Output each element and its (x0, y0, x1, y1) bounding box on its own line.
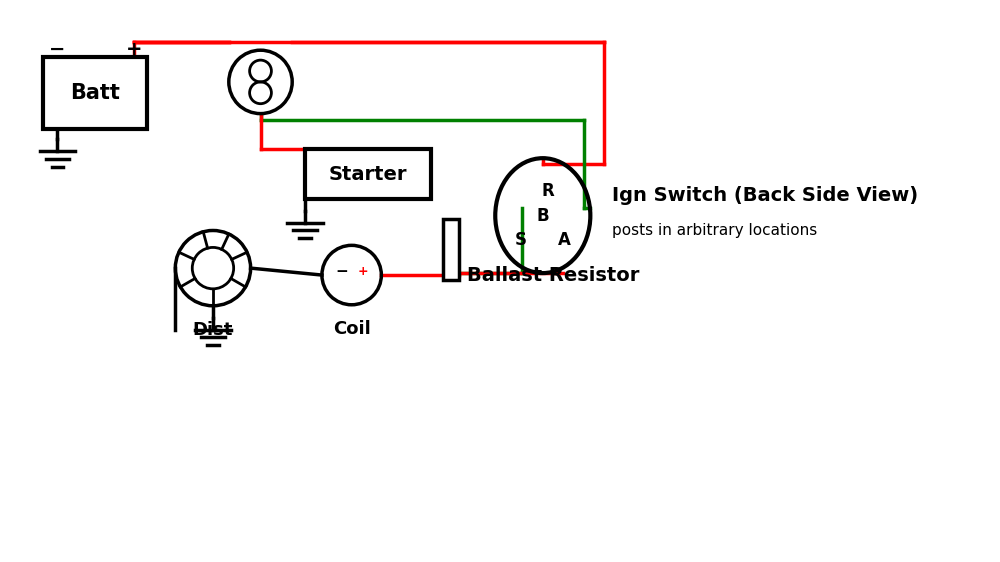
Text: Ign Switch (Back Side View): Ign Switch (Back Side View) (612, 187, 918, 205)
Text: +: + (357, 265, 368, 278)
Text: B: B (536, 207, 549, 225)
Text: Batt: Batt (70, 83, 120, 103)
Text: Starter: Starter (329, 165, 407, 184)
Bar (43, 57, 147, 129)
Text: S: S (515, 232, 527, 250)
Text: −: − (49, 40, 66, 58)
Text: posts in arbitrary locations: posts in arbitrary locations (612, 223, 817, 238)
Text: Coil: Coil (333, 320, 371, 338)
Text: +: + (125, 40, 142, 58)
Text: −: − (335, 264, 348, 279)
Text: R: R (541, 182, 554, 200)
Text: A: A (558, 232, 571, 250)
Text: Ballast Resistor: Ballast Resistor (467, 266, 639, 284)
Bar (443, 219, 459, 280)
Text: Dist: Dist (193, 320, 233, 339)
Bar (305, 149, 431, 199)
